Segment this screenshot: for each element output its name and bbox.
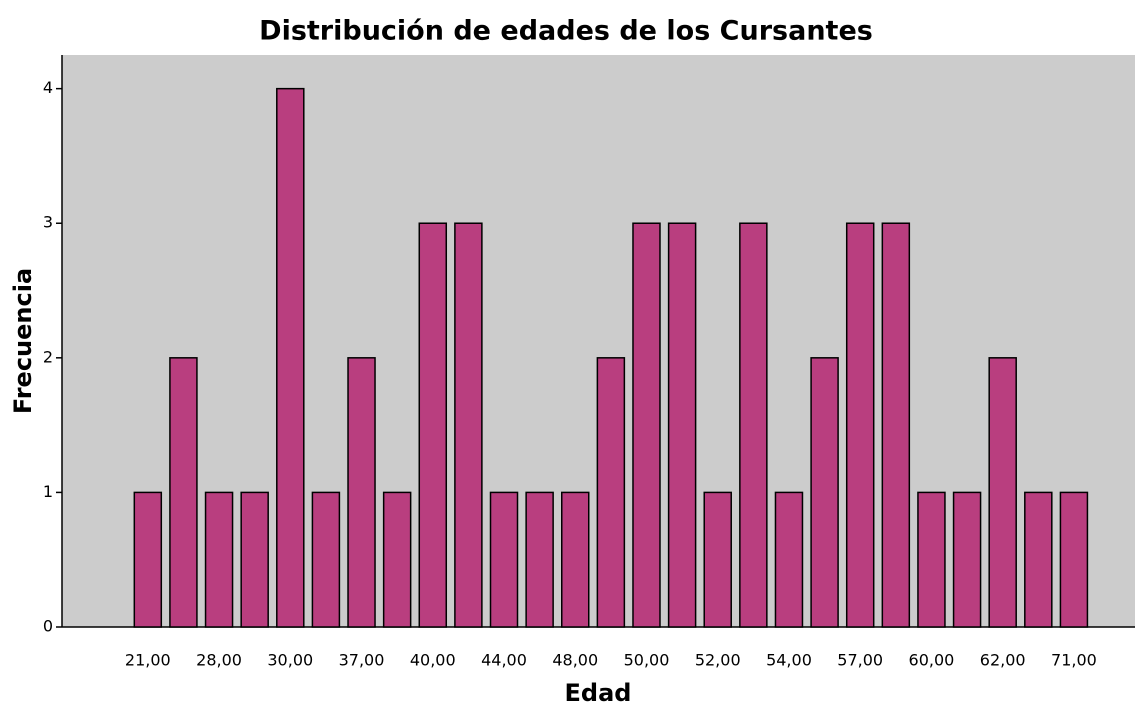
bar [881,222,911,628]
bar [418,222,448,628]
bar [952,491,982,628]
bar [703,491,732,628]
bar [1059,491,1089,628]
x-tick-label: 62,00 [980,651,1026,670]
bar [988,357,1017,628]
bar [774,491,804,628]
bar [382,491,412,628]
x-tick-label: 54,00 [766,651,812,670]
bar [667,222,697,628]
bar [596,357,626,628]
bar [347,357,376,628]
bar [845,222,875,628]
chart-title: Distribución de edades de los Cursantes [259,16,873,47]
y-tick-label: 1 [43,482,53,501]
x-tick-label: 44,00 [481,651,527,670]
bar [169,357,198,628]
bar [454,222,483,628]
bar [133,491,163,628]
x-tick-label: 52,00 [695,651,741,670]
y-tick-label: 2 [43,347,53,366]
bar [525,491,554,628]
y-tick-label: 0 [43,617,53,636]
bar [311,491,341,628]
x-tick-label: 40,00 [410,651,456,670]
x-tick-label: 48,00 [552,651,598,670]
bar [739,222,768,628]
y-axis-label: Frecuencia [9,268,37,414]
bar [489,491,519,628]
bar [917,491,946,628]
bar [810,357,839,628]
bar [276,87,305,628]
y-tick-label: 4 [43,78,53,97]
x-tick-label: 21,00 [125,651,171,670]
y-tick-label: 3 [43,213,53,232]
x-axis-label: Edad [565,679,632,707]
x-tick-label: 28,00 [196,651,242,670]
x-tick-label: 50,00 [624,651,670,670]
x-tick-label: 37,00 [339,651,385,670]
bar [561,491,590,628]
x-tick-label: 30,00 [267,651,313,670]
x-tick-label: 57,00 [837,651,883,670]
bar [204,491,234,628]
bar [1024,491,1053,628]
x-tick-label: 71,00 [1051,651,1097,670]
x-tick-label: 60,00 [909,651,955,670]
bar [240,491,269,628]
bar [632,222,661,628]
